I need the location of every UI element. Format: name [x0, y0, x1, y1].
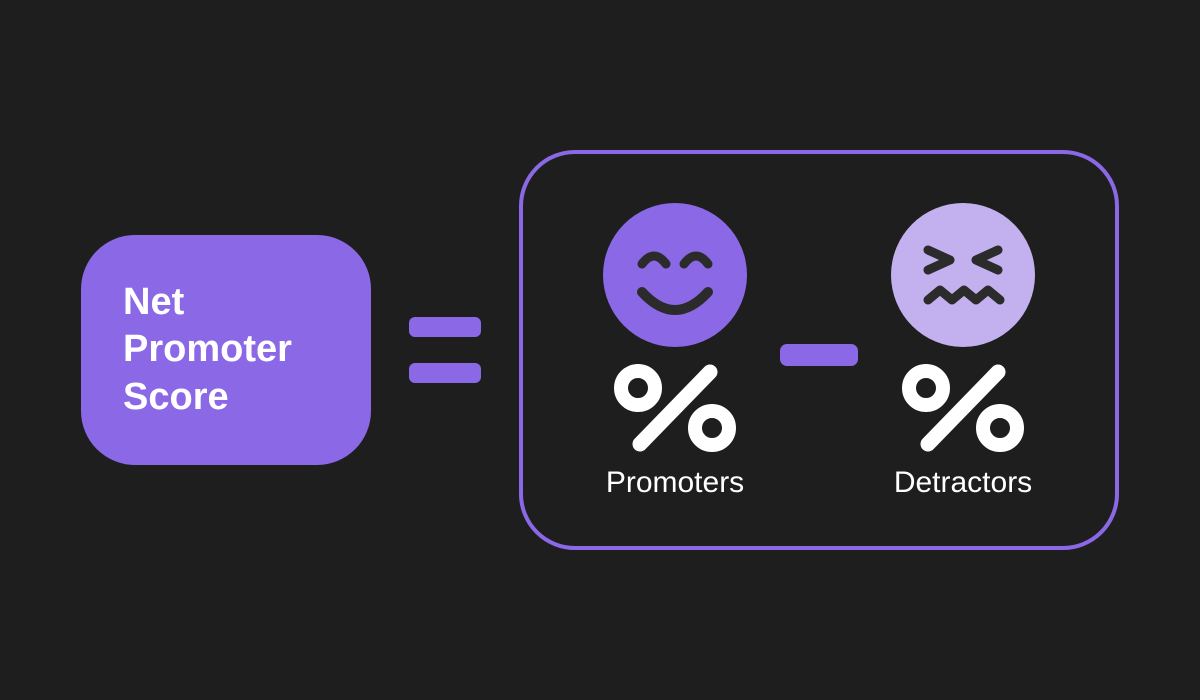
minus-sign: [780, 344, 858, 366]
distressed-face-icon: [888, 200, 1038, 350]
percent-icon: [898, 364, 1028, 452]
formula-box: Promoters Detractors: [519, 150, 1119, 550]
nps-badge: Net Promoter Score: [81, 235, 371, 465]
happy-face-icon: [600, 200, 750, 350]
equals-bar-bottom: [409, 363, 481, 383]
equals-sign: [409, 317, 481, 383]
promoters-label: Promoters: [606, 466, 744, 500]
percent-icon: [610, 364, 740, 452]
nps-line-3: Score: [123, 374, 371, 422]
nps-line-1: Net: [123, 279, 371, 327]
nps-line-2: Promoter: [123, 326, 371, 374]
detractors-term: Detractors: [888, 200, 1038, 500]
promoters-term: Promoters: [600, 200, 750, 500]
formula-row: Net Promoter Score: [81, 150, 1119, 550]
detractors-label: Detractors: [894, 466, 1032, 500]
equals-bar-top: [409, 317, 481, 337]
infographic-canvas: Net Promoter Score: [0, 0, 1200, 700]
